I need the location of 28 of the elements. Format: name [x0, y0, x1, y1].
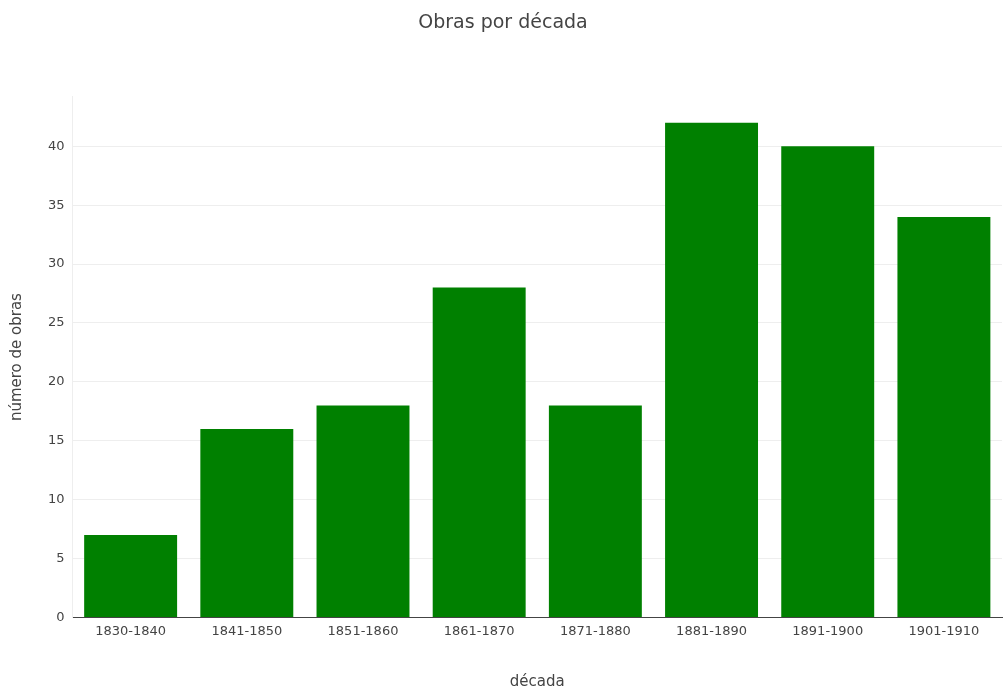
y-tick-label: 20 — [48, 373, 65, 389]
x-axis-title: década — [509, 671, 565, 690]
bar — [432, 287, 526, 617]
y-tick-label: 35 — [48, 196, 65, 212]
bar — [665, 122, 759, 617]
x-tick-label: 1901-1910 — [908, 622, 980, 638]
x-tick-label: 1881-1890 — [676, 622, 747, 638]
y-tick-label: 30 — [48, 255, 65, 271]
y-tick-label: 15 — [48, 432, 65, 448]
bar — [316, 405, 410, 617]
y-tick-label: 25 — [48, 314, 65, 330]
bar — [200, 428, 294, 617]
y-tick-label: 5 — [56, 549, 65, 565]
y-tick-label: 0 — [56, 608, 65, 624]
x-tick-label: 1841-1850 — [211, 622, 283, 638]
chart-title: Obras por década — [418, 10, 588, 33]
x-tick-label: 1830-1840 — [95, 622, 167, 638]
bar — [897, 216, 991, 617]
x-tick-label: 1851-1860 — [327, 622, 399, 638]
bar — [84, 534, 178, 617]
x-tick-label: 1861-1870 — [443, 622, 515, 638]
y-tick-label: 40 — [48, 137, 65, 153]
y-axis-title: número de obras — [6, 292, 25, 422]
y-tick-label: 10 — [48, 490, 65, 506]
bar — [548, 405, 642, 617]
x-tick-label: 1891-1900 — [792, 622, 864, 638]
bar — [781, 146, 875, 617]
x-tick-label: 1871-1880 — [559, 622, 631, 638]
